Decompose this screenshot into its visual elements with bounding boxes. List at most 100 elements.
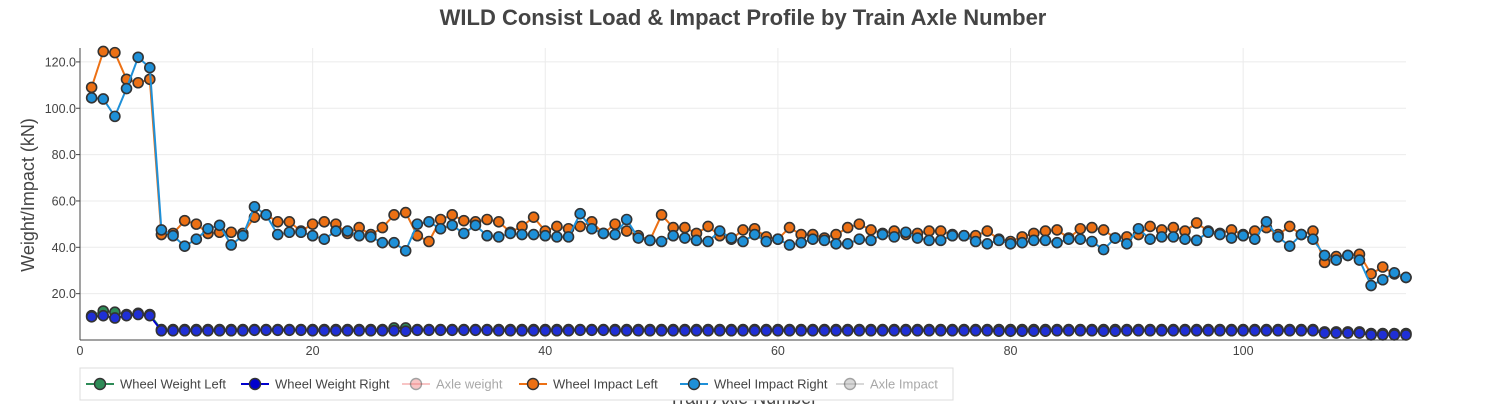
data-point[interactable] xyxy=(388,209,400,221)
data-point[interactable] xyxy=(1318,249,1331,262)
data-point[interactable] xyxy=(574,207,586,220)
data-point[interactable] xyxy=(1283,324,1296,337)
data-point[interactable] xyxy=(446,219,459,232)
data-point[interactable] xyxy=(1202,324,1215,337)
data-point[interactable] xyxy=(713,225,726,237)
data-point[interactable] xyxy=(1214,324,1226,337)
data-point[interactable] xyxy=(539,229,552,242)
data-point[interactable] xyxy=(1121,238,1133,250)
data-point[interactable] xyxy=(1225,324,1238,337)
data-point[interactable] xyxy=(620,213,633,226)
data-point[interactable] xyxy=(1097,224,1110,236)
data-point[interactable] xyxy=(423,324,435,337)
data-point[interactable] xyxy=(748,324,761,337)
data-point[interactable] xyxy=(853,218,866,230)
data-point[interactable] xyxy=(853,324,866,337)
data-point[interactable] xyxy=(1051,324,1063,337)
data-point[interactable] xyxy=(132,51,144,64)
data-point[interactable] xyxy=(1365,279,1377,292)
data-point[interactable] xyxy=(434,222,447,235)
data-point[interactable] xyxy=(469,219,482,232)
data-point[interactable] xyxy=(318,324,331,337)
data-point[interactable] xyxy=(969,324,982,337)
data-point[interactable] xyxy=(376,236,389,249)
data-point[interactable] xyxy=(1062,233,1075,245)
data-point[interactable] xyxy=(237,324,249,337)
data-point[interactable] xyxy=(806,324,819,337)
data-point[interactable] xyxy=(364,231,377,243)
data-point[interactable] xyxy=(632,232,645,244)
data-point[interactable] xyxy=(190,324,203,337)
data-point[interactable] xyxy=(109,312,121,324)
data-point[interactable] xyxy=(1272,231,1284,243)
data-point[interactable] xyxy=(725,324,738,337)
data-point[interactable] xyxy=(737,324,749,337)
data-point[interactable] xyxy=(399,325,412,337)
data-point[interactable] xyxy=(1307,324,1319,337)
data-point[interactable] xyxy=(306,218,319,230)
data-point[interactable] xyxy=(120,82,133,95)
data-point[interactable] xyxy=(376,324,389,337)
data-point[interactable] xyxy=(1248,324,1261,337)
data-point[interactable] xyxy=(1376,273,1389,286)
data-point[interactable] xyxy=(399,206,412,219)
data-point[interactable] xyxy=(644,324,656,337)
data-point[interactable] xyxy=(1283,240,1296,252)
data-point[interactable] xyxy=(155,224,168,236)
legend-item[interactable]: Wheel Impact Left xyxy=(519,377,658,392)
data-point[interactable] xyxy=(783,221,796,234)
data-point[interactable] xyxy=(1039,325,1052,337)
data-point[interactable] xyxy=(1295,324,1308,337)
data-point[interactable] xyxy=(446,324,459,337)
data-point[interactable] xyxy=(667,229,680,242)
data-point[interactable] xyxy=(958,229,970,242)
data-point[interactable] xyxy=(85,81,98,94)
data-point[interactable] xyxy=(458,324,470,337)
data-point[interactable] xyxy=(1062,324,1075,337)
data-point[interactable] xyxy=(853,233,866,245)
data-point[interactable] xyxy=(1190,234,1203,247)
data-point[interactable] xyxy=(1376,261,1389,273)
data-point[interactable] xyxy=(341,225,354,237)
data-point[interactable] xyxy=(225,226,238,239)
data-point[interactable] xyxy=(1086,221,1098,234)
data-point[interactable] xyxy=(481,229,493,242)
legend-item[interactable]: Wheel Impact Right xyxy=(680,377,828,392)
data-point[interactable] xyxy=(271,216,284,228)
data-point[interactable] xyxy=(143,309,156,322)
data-point[interactable] xyxy=(260,324,272,337)
data-point[interactable] xyxy=(1074,222,1087,235)
data-point[interactable] xyxy=(178,240,191,252)
data-point[interactable] xyxy=(830,238,842,250)
data-point[interactable] xyxy=(795,324,807,337)
data-point[interactable] xyxy=(702,220,714,233)
data-point[interactable] xyxy=(783,324,796,337)
data-point[interactable] xyxy=(306,229,319,242)
data-point[interactable] xyxy=(330,225,342,237)
data-point[interactable] xyxy=(993,234,1005,247)
data-point[interactable] xyxy=(1190,324,1203,337)
data-point[interactable] xyxy=(620,324,633,337)
data-point[interactable] xyxy=(923,234,935,247)
data-point[interactable] xyxy=(190,233,203,245)
data-point[interactable] xyxy=(1190,217,1203,229)
data-point[interactable] xyxy=(1027,325,1040,337)
data-point[interactable] xyxy=(981,238,994,250)
data-point[interactable] xyxy=(318,216,331,228)
data-point[interactable] xyxy=(609,324,621,337)
data-point[interactable] xyxy=(1167,231,1180,243)
data-point[interactable] xyxy=(318,233,331,245)
data-point[interactable] xyxy=(574,220,586,233)
data-point[interactable] xyxy=(748,228,761,241)
data-point[interactable] xyxy=(1132,324,1145,337)
data-point[interactable] xyxy=(1295,228,1308,241)
data-point[interactable] xyxy=(504,324,517,337)
data-point[interactable] xyxy=(679,221,691,234)
data-point[interactable] xyxy=(178,324,191,337)
data-point[interactable] xyxy=(737,224,749,236)
data-point[interactable] xyxy=(1109,325,1122,337)
data-point[interactable] xyxy=(597,324,610,337)
data-point[interactable] xyxy=(469,324,482,337)
data-point[interactable] xyxy=(143,61,156,74)
data-point[interactable] xyxy=(655,324,668,337)
